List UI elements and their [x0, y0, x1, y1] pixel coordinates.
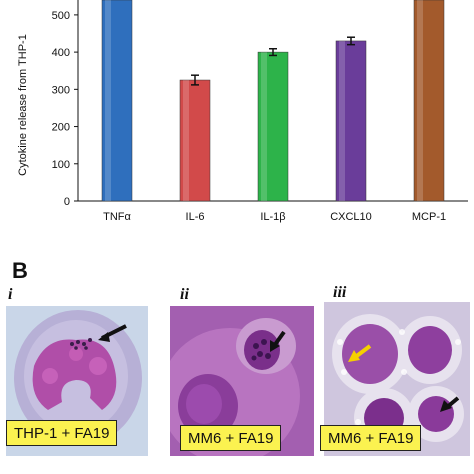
cytokine-bar-chart: 0 100 200 300 400 500 TNFα IL-6 IL-1β CXCL10 MCP-… [17, 0, 468, 223]
bar-highlight [105, 0, 111, 201]
subpanel-iii-label: iii [333, 284, 347, 301]
bar-highlight [339, 40, 345, 201]
x-tick-label: IL-1β [260, 211, 285, 223]
bar-2 [257, 51, 289, 202]
subpanel-ii-label: ii [180, 286, 189, 303]
error-bar-1 [191, 74, 199, 86]
x-tick-label: MCP-1 [412, 211, 446, 223]
caption-mm6-fa19-ii: MM6 + FA19 [180, 425, 282, 451]
x-tick-label: CXCL10 [330, 211, 372, 223]
x-tick-label: IL-6 [186, 211, 205, 223]
y-axis: 0 100 200 300 400 500 [52, 0, 468, 208]
error-bar-2 [269, 48, 277, 57]
panel-b-letter: B [12, 258, 28, 283]
bar-4 [413, 0, 445, 202]
bars-group [101, 0, 445, 202]
y-tick-label: 400 [52, 47, 70, 59]
y-tick-label: 500 [52, 10, 70, 22]
y-axis-label: Cytokine release from THP-1 [17, 34, 29, 176]
bar-3 [335, 40, 367, 202]
caption-mm6-fa19-iii: MM6 + FA19 [320, 425, 422, 451]
x-tick-labels: TNFα IL-6 IL-1β CXCL10 MCP-1 [103, 211, 446, 223]
y-tick-label: 100 [52, 159, 70, 171]
y-tick-label: 300 [52, 84, 70, 96]
y-tick-label: 0 [64, 196, 70, 208]
x-tick-label: TNFα [103, 211, 131, 223]
subpanel-i-label: i [8, 286, 13, 303]
caption-thp1-fa19: THP-1 + FA19 [6, 420, 118, 446]
error-bar-3 [347, 36, 355, 46]
bar-0 [101, 0, 133, 202]
bar-highlight [417, 0, 423, 201]
bar-highlight [261, 52, 267, 201]
y-tick-label: 200 [52, 122, 70, 134]
bar-highlight [183, 80, 189, 201]
